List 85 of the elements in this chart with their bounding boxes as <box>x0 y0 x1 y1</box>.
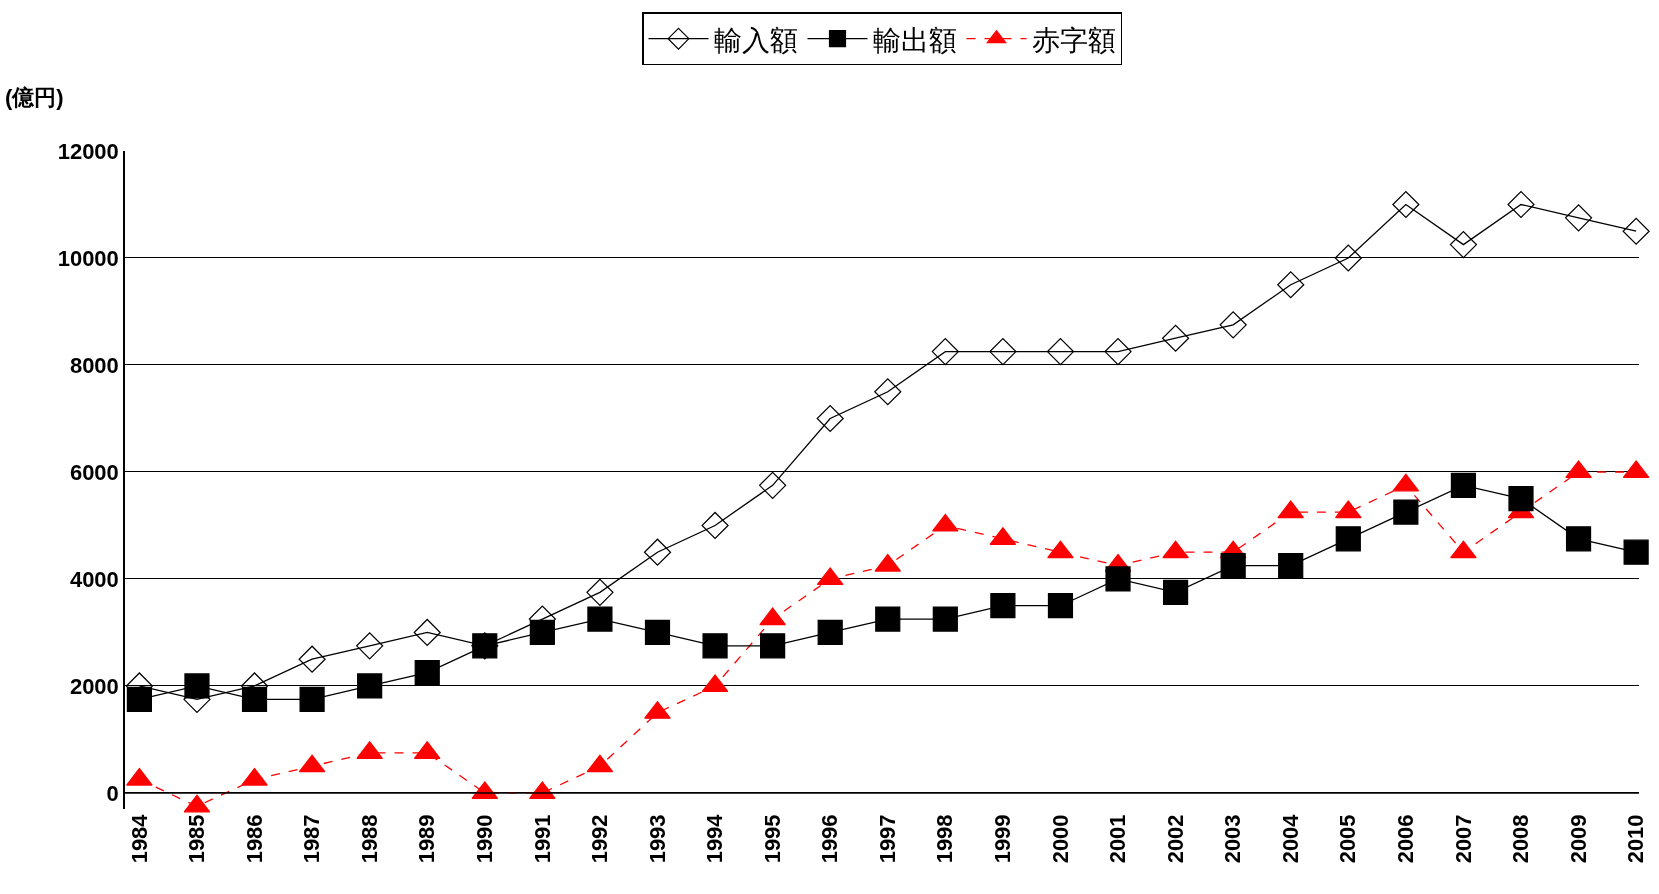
x-tick-label: 2007 <box>1450 814 1476 864</box>
point <box>356 632 384 660</box>
point <box>1104 338 1132 366</box>
point <box>1278 552 1304 579</box>
x-tick-label: 1999 <box>990 814 1016 864</box>
point <box>1393 499 1419 525</box>
point <box>1392 190 1420 219</box>
y-tick-label: 2000 <box>69 673 119 699</box>
point <box>1622 217 1650 245</box>
x-tick-label: 1996 <box>817 814 843 864</box>
legend-label: 輸入額 <box>713 24 798 56</box>
point <box>875 606 901 632</box>
x-tick-label: 1994 <box>702 813 728 864</box>
x-tick-label: 1986 <box>241 814 267 864</box>
point <box>299 686 325 712</box>
x-tick-label: 1992 <box>587 814 613 864</box>
point <box>241 686 268 712</box>
point <box>1219 311 1247 339</box>
y-tick-label: 6000 <box>69 459 119 485</box>
legend-label: 輸出額 <box>872 24 957 56</box>
point <box>1565 526 1592 552</box>
x-tick-label: 2006 <box>1393 814 1419 864</box>
point <box>932 606 958 632</box>
point <box>759 471 787 499</box>
point <box>1450 472 1477 498</box>
point <box>184 673 210 699</box>
point <box>931 338 959 366</box>
point <box>1046 338 1075 366</box>
y-tick-label: 10000 <box>57 245 119 271</box>
x-tick-label: 2000 <box>1047 814 1073 864</box>
x-tick-label: 2008 <box>1508 814 1534 864</box>
x-tick-label: 1991 <box>529 814 555 864</box>
x-tick-label: 2004 <box>1277 813 1303 864</box>
point <box>702 633 728 659</box>
point <box>357 673 383 699</box>
x-tick-label: 2002 <box>1162 814 1188 864</box>
point <box>126 686 152 712</box>
point <box>414 659 440 686</box>
point <box>1220 552 1246 579</box>
x-tick-label: 1990 <box>471 814 497 864</box>
x-tick-label: 1987 <box>299 814 325 864</box>
point <box>1162 579 1189 605</box>
legend-label: 赤字額 <box>1031 24 1116 56</box>
point <box>816 404 844 433</box>
point <box>1277 271 1305 299</box>
point <box>1449 231 1478 259</box>
point <box>817 619 843 646</box>
point <box>1508 486 1534 512</box>
point <box>1564 204 1593 232</box>
x-tick-label: 2010 <box>1623 814 1649 864</box>
point <box>1161 324 1190 352</box>
x-tick-label: 1998 <box>932 814 958 864</box>
point <box>413 618 441 647</box>
point <box>298 645 326 673</box>
point <box>587 606 613 632</box>
y-axis-title: (億円) <box>5 85 64 110</box>
point <box>1623 539 1649 565</box>
x-tick-label: 1988 <box>356 814 382 864</box>
x-tick-label: 1984 <box>126 813 152 864</box>
y-tick-label: 8000 <box>69 352 119 378</box>
point <box>874 378 902 406</box>
point <box>1047 593 1074 619</box>
x-tick-label: 1993 <box>644 814 670 864</box>
point <box>701 511 729 540</box>
point <box>643 538 672 566</box>
point <box>1334 244 1362 272</box>
x-tick-label: 1995 <box>759 814 785 864</box>
point <box>760 633 786 659</box>
y-tick-label: 4000 <box>69 566 119 592</box>
point <box>1507 190 1535 219</box>
x-tick-label: 1997 <box>874 814 900 864</box>
x-tick-label: 1989 <box>414 814 440 864</box>
point <box>990 593 1016 619</box>
x-tick-label: 2005 <box>1335 814 1361 864</box>
x-tick-label: 2009 <box>1565 814 1591 864</box>
point <box>1335 526 1361 552</box>
point <box>644 619 671 646</box>
point <box>1105 566 1131 592</box>
y-tick-label: 0 <box>106 780 119 806</box>
point <box>989 338 1017 366</box>
x-tick-label: 2003 <box>1220 814 1246 864</box>
x-tick-label: 2001 <box>1105 814 1131 864</box>
x-tick-label: 1985 <box>184 814 210 864</box>
point <box>586 578 614 606</box>
y-tick-label: 12000 <box>57 138 119 164</box>
